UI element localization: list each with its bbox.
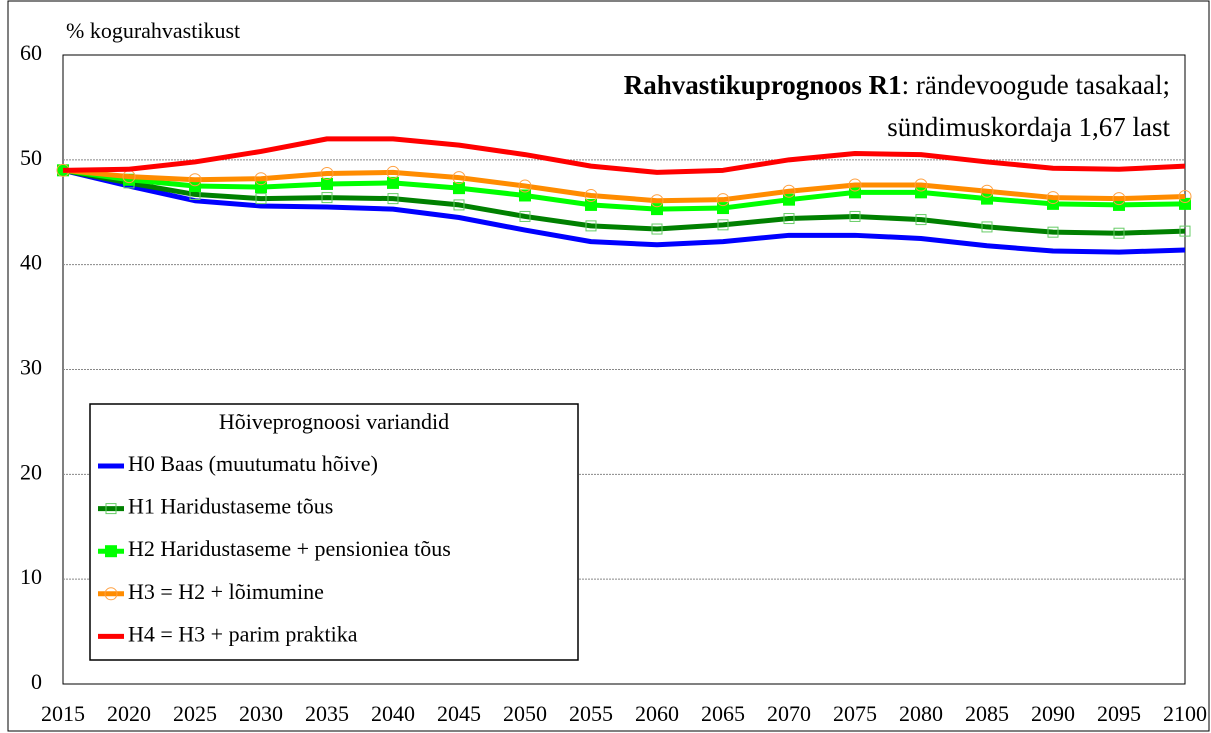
legend-marker	[105, 545, 117, 558]
x-tick-label: 2035	[305, 701, 349, 726]
marker	[188, 173, 202, 187]
marker	[783, 193, 795, 206]
marker	[1112, 192, 1126, 206]
x-tick-label: 2075	[833, 701, 877, 726]
marker	[518, 179, 532, 193]
marker	[980, 184, 994, 198]
marker	[981, 192, 993, 205]
series-line	[62, 136, 1186, 175]
marker	[519, 189, 531, 202]
marker	[915, 214, 927, 226]
legend-label: H1 Haridustaseme tõus	[128, 494, 333, 519]
x-tick-label: 2080	[899, 701, 943, 726]
y-tick-label: 40	[20, 250, 42, 275]
x-tick-label: 2015	[41, 701, 85, 726]
marker	[782, 184, 796, 198]
marker	[453, 199, 465, 211]
marker	[849, 210, 861, 222]
x-tick-label: 2060	[635, 701, 679, 726]
marker	[255, 193, 267, 205]
legend-label: H2 Haridustaseme + pensioniea tõus	[128, 536, 451, 561]
marker	[452, 171, 466, 185]
legend: H0 Baas (muutumatu hõive) H1 Haridustasem…	[98, 451, 451, 646]
y-tick-label: 0	[31, 669, 42, 694]
marker	[1046, 191, 1060, 205]
marker	[1178, 190, 1192, 204]
marker	[1113, 227, 1125, 239]
marker	[1179, 197, 1191, 210]
marker	[717, 202, 729, 215]
y-tick-label: 20	[20, 459, 42, 484]
legend-marker	[105, 503, 117, 515]
y-tick-label: 10	[20, 564, 42, 589]
y-tick-label: 30	[20, 355, 42, 380]
x-tick-label: 2095	[1097, 701, 1141, 726]
marker	[848, 178, 862, 192]
marker	[387, 176, 399, 189]
marker	[783, 213, 795, 225]
x-tick-label: 2025	[173, 701, 217, 726]
marker	[717, 219, 729, 231]
y-axis-label: % kogurahvastikust	[66, 18, 240, 43]
chart-subtitle: sündimuskordaja 1,67 last	[887, 112, 1170, 142]
marker	[915, 186, 927, 199]
marker	[914, 178, 928, 192]
series-line	[62, 167, 1186, 212]
legend-label: H0 Baas (muutumatu hõive)	[128, 451, 378, 476]
marker	[981, 221, 993, 233]
legend-box	[89, 403, 579, 661]
y-tick-label: 50	[20, 145, 42, 170]
x-tick-label: 2085	[965, 701, 1009, 726]
marker	[650, 194, 664, 208]
x-tick-label: 2050	[503, 701, 547, 726]
x-tick-label: 2030	[239, 701, 283, 726]
plot	[56, 136, 1192, 580]
x-tick-label: 2090	[1031, 701, 1075, 726]
marker	[651, 223, 663, 235]
marker	[320, 166, 334, 180]
marker	[716, 193, 730, 207]
series-line	[62, 167, 1186, 236]
marker	[321, 177, 333, 190]
x-tick-label: 2100	[1163, 701, 1207, 726]
x-tick-label: 2045	[437, 701, 481, 726]
legend-marker	[104, 587, 118, 601]
title-rest: : rändevoogude tasakaal;	[902, 70, 1170, 100]
marker	[453, 182, 465, 195]
x-tick-label: 2070	[767, 701, 811, 726]
x-tick-label: 2065	[701, 701, 745, 726]
marker	[651, 203, 663, 216]
marker	[584, 188, 598, 202]
marker	[255, 181, 267, 194]
x-tick-label: 2040	[371, 701, 415, 726]
marker	[849, 186, 861, 199]
marker	[1047, 226, 1059, 238]
x-tick-label: 2020	[107, 701, 151, 726]
series-line	[62, 167, 1186, 204]
marker	[254, 172, 268, 186]
marker	[519, 210, 531, 222]
series-line	[62, 167, 1186, 255]
marker	[386, 165, 400, 179]
legend-label: H3 = H2 + lõimumine	[128, 579, 324, 604]
y-tick-label: 60	[20, 40, 42, 65]
title-bold: Rahvastikuprognoos R1	[624, 70, 902, 100]
marker	[321, 192, 333, 204]
legend-title: Hõiveprognoosi variandid	[219, 409, 449, 434]
chart-title: Rahvastikuprognoos R1: rändevoogude tasa…	[624, 70, 1170, 100]
marker	[1179, 225, 1191, 237]
legend-label: H4 = H3 + parim praktika	[128, 621, 358, 646]
marker	[585, 198, 597, 211]
x-tick-label: 2055	[569, 701, 613, 726]
chart-border	[7, 0, 1210, 732]
marker	[585, 220, 597, 232]
marker	[387, 193, 399, 205]
